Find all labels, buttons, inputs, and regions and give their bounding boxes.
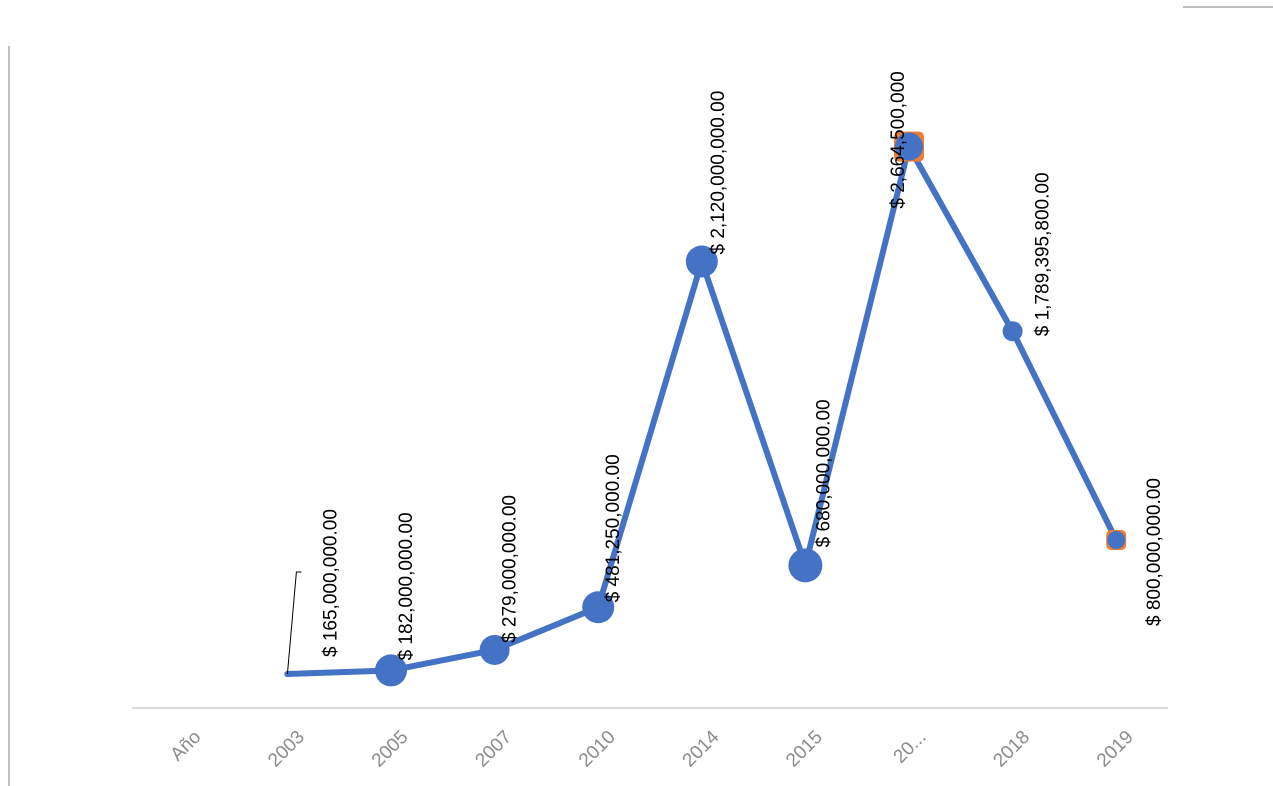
data-point-2019 [1107, 531, 1126, 550]
data-point-2010 [582, 591, 615, 624]
data-point-2005 [375, 654, 407, 687]
chart-frame-left-border [8, 46, 10, 786]
data-label-2018: $ 1,789,395,800.00 [1033, 172, 1054, 336]
data-label-2005: $ 182,000,000.00 [396, 512, 417, 660]
x-tick-label-2003: 2003 [264, 727, 309, 772]
data-label-20...: $ 2,664,500,000 [888, 71, 909, 208]
x-tick-label-2005: 2005 [368, 727, 413, 772]
data-point-2007 [479, 634, 510, 665]
data-point-2014 [685, 245, 718, 278]
chart-frame-top-border [1183, 6, 1273, 8]
data-label-2014: $ 2,120,000,000.00 [708, 91, 729, 255]
data-point-2018 [1002, 321, 1023, 342]
data-label-2019: $ 800,000,000.00 [1144, 478, 1165, 626]
x-tick-label-2007: 2007 [471, 727, 516, 772]
data-point-2015 [788, 548, 823, 583]
x-tick-label-2019: 2019 [1093, 727, 1138, 772]
x-tick-label-2015: 2015 [782, 727, 827, 772]
data-label-2007: $ 279,000,000.00 [500, 495, 521, 643]
data-label-2015: $ 680,000,000.00 [813, 399, 834, 547]
x-tick-label-2010: 2010 [575, 727, 620, 772]
label-leader-line [286, 571, 302, 675]
data-label-2010: $ 481,250,000.00 [603, 454, 624, 602]
x-tick-label-20...: 20... [890, 727, 931, 768]
data-label-2003: $ 165,000,000.00 [320, 509, 341, 657]
x-tick-label-2014: 2014 [679, 726, 724, 771]
x-tick-label-2018: 2018 [989, 727, 1034, 772]
x-tick-label-Año: Año [167, 727, 206, 766]
data-point-20... [895, 132, 923, 161]
